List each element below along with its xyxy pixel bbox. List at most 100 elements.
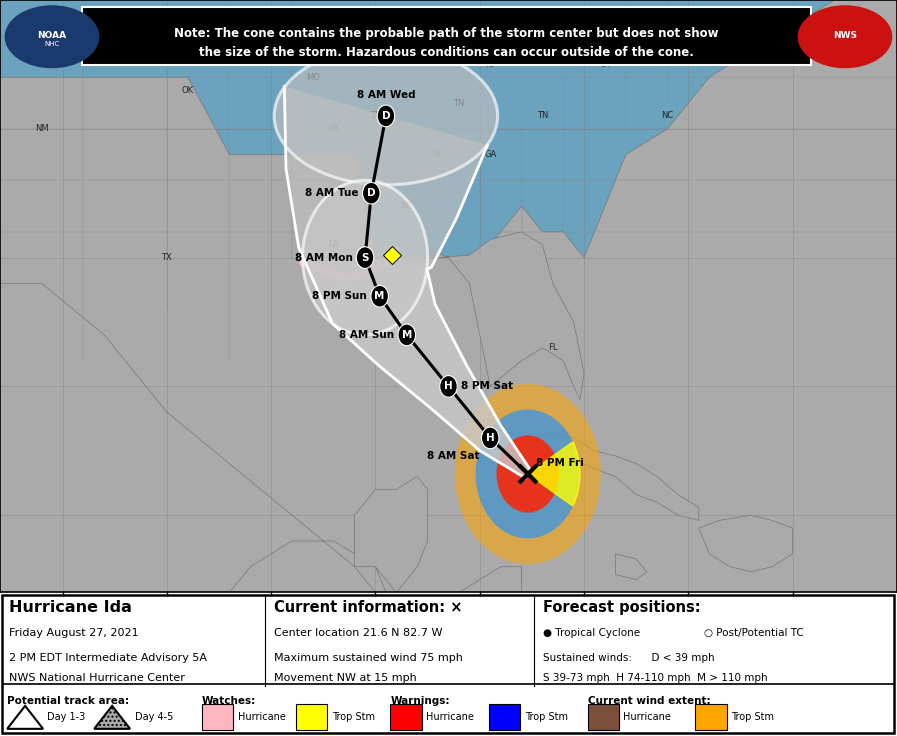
- Text: AR: AR: [328, 124, 340, 133]
- Circle shape: [377, 105, 395, 127]
- Text: Hurricane: Hurricane: [623, 712, 671, 722]
- Text: TN: TN: [370, 111, 381, 121]
- Text: S 39-73 mph  H 74-110 mph  M > 110 mph: S 39-73 mph H 74-110 mph M > 110 mph: [543, 673, 767, 683]
- Circle shape: [370, 286, 388, 307]
- Text: Warnings:: Warnings:: [390, 696, 449, 706]
- Text: TN: TN: [453, 99, 465, 107]
- Circle shape: [798, 6, 892, 68]
- Text: NHC: NHC: [44, 40, 60, 47]
- Polygon shape: [0, 283, 521, 670]
- Text: VA: VA: [610, 34, 621, 43]
- Circle shape: [440, 375, 457, 397]
- Text: 8 AM Sat: 8 AM Sat: [427, 450, 480, 461]
- Text: KS: KS: [141, 34, 152, 43]
- Polygon shape: [299, 248, 530, 478]
- Text: 8 AM Sun: 8 AM Sun: [339, 330, 395, 340]
- FancyBboxPatch shape: [588, 704, 619, 730]
- Text: NWS: NWS: [833, 31, 857, 40]
- Text: 8 PM Sat: 8 PM Sat: [461, 381, 513, 392]
- Polygon shape: [699, 515, 793, 572]
- Text: 8 AM Tue: 8 AM Tue: [305, 188, 359, 198]
- Text: TX: TX: [161, 253, 172, 262]
- Text: Trop Stm: Trop Stm: [525, 712, 568, 722]
- Text: KY: KY: [485, 60, 495, 69]
- Text: 8 AM Mon: 8 AM Mon: [295, 252, 353, 263]
- Text: KY: KY: [443, 34, 454, 43]
- Wedge shape: [527, 442, 580, 506]
- Polygon shape: [284, 87, 487, 267]
- Circle shape: [475, 409, 580, 538]
- Text: D: D: [381, 111, 390, 121]
- Text: Trop Stm: Trop Stm: [731, 712, 774, 722]
- Polygon shape: [480, 433, 699, 520]
- Text: ○ Post/Potential TC: ○ Post/Potential TC: [704, 629, 804, 638]
- FancyBboxPatch shape: [2, 595, 894, 733]
- Circle shape: [455, 383, 601, 564]
- Text: Maximum sustained wind 75 mph: Maximum sustained wind 75 mph: [274, 653, 463, 662]
- Text: NOAA: NOAA: [38, 31, 66, 40]
- Polygon shape: [94, 706, 130, 729]
- Text: S: S: [361, 252, 369, 263]
- Text: KS: KS: [245, 47, 256, 56]
- Text: H: H: [444, 381, 453, 392]
- Circle shape: [356, 247, 374, 269]
- Text: NC: NC: [661, 111, 674, 121]
- Text: 8 AM Wed: 8 AM Wed: [357, 91, 415, 100]
- FancyBboxPatch shape: [489, 704, 520, 730]
- Text: Potential track area:: Potential track area:: [7, 696, 129, 706]
- Text: Watches:: Watches:: [202, 696, 256, 706]
- Text: H: H: [486, 433, 494, 443]
- FancyBboxPatch shape: [202, 704, 233, 730]
- Text: M: M: [402, 330, 412, 340]
- Polygon shape: [0, 0, 897, 592]
- Circle shape: [5, 6, 99, 68]
- Text: OK: OK: [182, 85, 194, 95]
- Text: Trop Stm: Trop Stm: [332, 712, 375, 722]
- Circle shape: [482, 427, 499, 449]
- Circle shape: [362, 183, 380, 204]
- Text: Note: The cone contains the probable path of the storm center but does not show: Note: The cone contains the probable pat…: [174, 26, 719, 40]
- Text: Center location 21.6 N 82.7 W: Center location 21.6 N 82.7 W: [274, 629, 442, 638]
- Text: MS: MS: [401, 202, 413, 210]
- Text: Day 1-3: Day 1-3: [47, 712, 85, 722]
- Polygon shape: [428, 232, 584, 399]
- Text: D: D: [367, 188, 376, 198]
- Text: NWS National Hurricane Center: NWS National Hurricane Center: [9, 673, 185, 683]
- FancyBboxPatch shape: [390, 704, 422, 730]
- Circle shape: [641, 367, 652, 380]
- Text: GA: GA: [484, 150, 496, 159]
- Text: 8 PM Fri: 8 PM Fri: [536, 458, 584, 467]
- Text: CO: CO: [77, 47, 90, 56]
- Text: AL: AL: [433, 150, 443, 159]
- Text: 8 PM Sun: 8 PM Sun: [312, 291, 367, 301]
- Text: NM: NM: [35, 124, 48, 133]
- Text: TN: TN: [536, 111, 548, 121]
- Text: Friday August 27, 2021: Friday August 27, 2021: [9, 629, 139, 638]
- Text: the size of the storm. Hazardous conditions can occur outside of the cone.: the size of the storm. Hazardous conditi…: [199, 46, 694, 59]
- Text: Current information: ×: Current information: ×: [274, 600, 462, 615]
- Text: 2 PM EDT Intermediate Advisory 5A: 2 PM EDT Intermediate Advisory 5A: [9, 653, 207, 662]
- Polygon shape: [615, 553, 647, 580]
- Circle shape: [302, 180, 428, 335]
- Text: LA: LA: [328, 240, 339, 250]
- Text: M: M: [374, 291, 385, 301]
- Text: Forecast positions:: Forecast positions:: [543, 600, 701, 615]
- FancyBboxPatch shape: [296, 704, 327, 730]
- Circle shape: [631, 393, 641, 406]
- Circle shape: [398, 324, 415, 346]
- FancyBboxPatch shape: [82, 7, 811, 65]
- Text: MO: MO: [306, 73, 320, 82]
- Text: Hurricane: Hurricane: [426, 712, 474, 722]
- Text: Day 4-5: Day 4-5: [135, 712, 173, 722]
- Text: Movement NW at 15 mph: Movement NW at 15 mph: [274, 673, 416, 683]
- Text: Current wind extent:: Current wind extent:: [588, 696, 710, 706]
- Text: Hurricane: Hurricane: [238, 712, 285, 722]
- Polygon shape: [354, 477, 428, 592]
- Circle shape: [652, 342, 662, 354]
- Ellipse shape: [274, 47, 498, 185]
- Text: Sustained winds:      D < 39 mph: Sustained winds: D < 39 mph: [543, 653, 714, 662]
- FancyBboxPatch shape: [695, 704, 727, 730]
- Text: ● Tropical Cyclone: ● Tropical Cyclone: [543, 629, 640, 638]
- Text: FL: FL: [548, 343, 558, 353]
- Text: IL: IL: [393, 47, 400, 56]
